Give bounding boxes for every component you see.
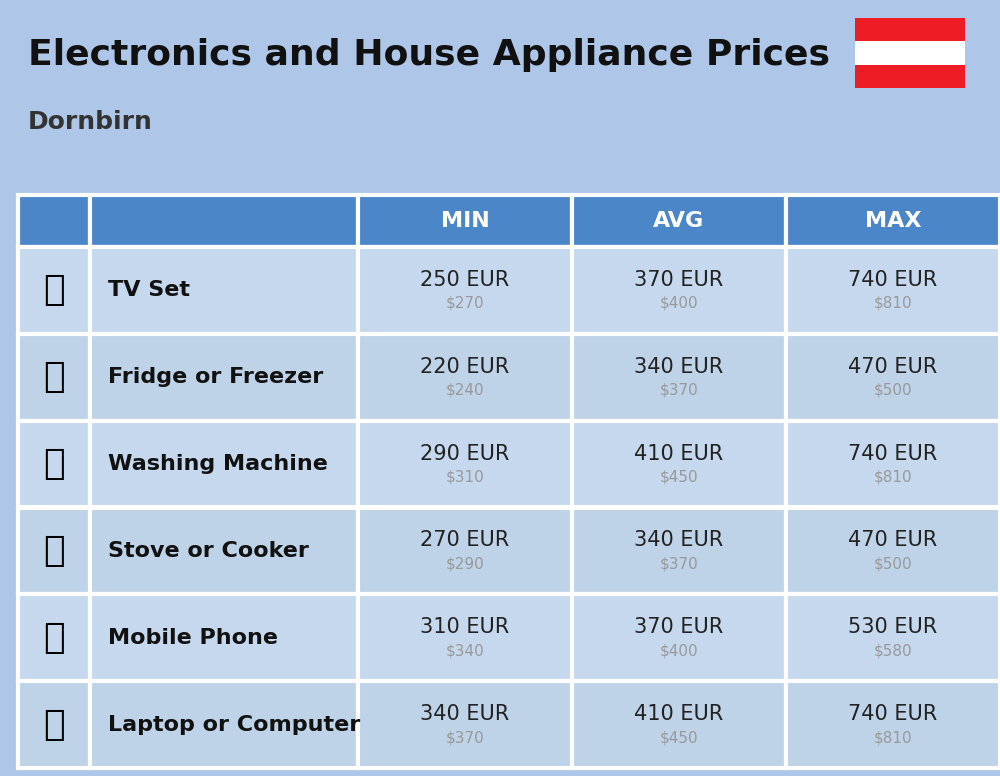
Text: 340 EUR: 340 EUR: [634, 357, 724, 377]
Text: 410 EUR: 410 EUR: [634, 704, 724, 724]
Text: 📺: 📺: [43, 273, 65, 307]
FancyBboxPatch shape: [786, 594, 1000, 681]
Text: Washing Machine: Washing Machine: [108, 454, 328, 474]
Text: $810: $810: [874, 296, 912, 311]
Text: 🌀: 🌀: [43, 447, 65, 481]
Text: 🔥: 🔥: [43, 534, 65, 568]
Text: $810: $810: [874, 469, 912, 484]
FancyBboxPatch shape: [90, 195, 358, 247]
FancyBboxPatch shape: [358, 508, 572, 594]
FancyBboxPatch shape: [358, 334, 572, 421]
Text: 410 EUR: 410 EUR: [634, 444, 724, 464]
FancyBboxPatch shape: [18, 247, 90, 334]
FancyBboxPatch shape: [855, 41, 965, 64]
Text: 💻: 💻: [43, 708, 65, 742]
FancyBboxPatch shape: [358, 421, 572, 508]
FancyBboxPatch shape: [572, 594, 786, 681]
FancyBboxPatch shape: [572, 195, 786, 247]
Text: MIN: MIN: [441, 211, 489, 231]
FancyBboxPatch shape: [358, 247, 572, 334]
FancyBboxPatch shape: [90, 421, 358, 508]
Text: $240: $240: [446, 383, 484, 398]
Text: AVG: AVG: [653, 211, 705, 231]
Text: Fridge or Freezer: Fridge or Freezer: [108, 367, 323, 387]
Text: 🖨: 🖨: [43, 360, 65, 394]
FancyBboxPatch shape: [18, 508, 90, 594]
Text: 470 EUR: 470 EUR: [848, 357, 938, 377]
Text: 370 EUR: 370 EUR: [634, 618, 724, 637]
Text: $400: $400: [660, 296, 698, 311]
Text: Stove or Cooker: Stove or Cooker: [108, 541, 309, 561]
FancyBboxPatch shape: [786, 334, 1000, 421]
FancyBboxPatch shape: [855, 18, 965, 41]
FancyBboxPatch shape: [18, 594, 90, 681]
Text: 270 EUR: 270 EUR: [420, 531, 510, 550]
FancyBboxPatch shape: [572, 334, 786, 421]
FancyBboxPatch shape: [90, 247, 358, 334]
FancyBboxPatch shape: [18, 681, 90, 768]
FancyBboxPatch shape: [18, 334, 90, 421]
FancyBboxPatch shape: [90, 334, 358, 421]
Text: MAX: MAX: [865, 211, 921, 231]
Text: $500: $500: [874, 556, 912, 571]
Text: 470 EUR: 470 EUR: [848, 531, 938, 550]
Text: $370: $370: [446, 730, 484, 745]
Text: 740 EUR: 740 EUR: [848, 704, 938, 724]
Text: Electronics and House Appliance Prices: Electronics and House Appliance Prices: [28, 38, 830, 72]
Text: 250 EUR: 250 EUR: [420, 270, 510, 290]
FancyBboxPatch shape: [358, 195, 572, 247]
FancyBboxPatch shape: [18, 195, 90, 247]
Text: $270: $270: [446, 296, 484, 311]
Text: Laptop or Computer: Laptop or Computer: [108, 715, 360, 735]
Text: 740 EUR: 740 EUR: [848, 270, 938, 290]
FancyBboxPatch shape: [855, 64, 965, 88]
Text: $340: $340: [446, 643, 484, 658]
FancyBboxPatch shape: [90, 508, 358, 594]
FancyBboxPatch shape: [18, 421, 90, 508]
FancyBboxPatch shape: [358, 594, 572, 681]
Text: $370: $370: [660, 556, 698, 571]
Text: 340 EUR: 340 EUR: [420, 704, 510, 724]
Text: TV Set: TV Set: [108, 280, 190, 300]
Text: $310: $310: [446, 469, 484, 484]
Text: Mobile Phone: Mobile Phone: [108, 628, 278, 648]
Text: 220 EUR: 220 EUR: [420, 357, 510, 377]
FancyBboxPatch shape: [572, 508, 786, 594]
Text: $500: $500: [874, 383, 912, 398]
FancyBboxPatch shape: [572, 421, 786, 508]
Text: $400: $400: [660, 643, 698, 658]
FancyBboxPatch shape: [572, 681, 786, 768]
Text: 290 EUR: 290 EUR: [420, 444, 510, 464]
FancyBboxPatch shape: [786, 681, 1000, 768]
Text: 340 EUR: 340 EUR: [634, 531, 724, 550]
FancyBboxPatch shape: [786, 247, 1000, 334]
Text: 370 EUR: 370 EUR: [634, 270, 724, 290]
Text: 310 EUR: 310 EUR: [420, 618, 510, 637]
Text: 📱: 📱: [43, 621, 65, 655]
Text: 530 EUR: 530 EUR: [848, 618, 938, 637]
Text: $810: $810: [874, 730, 912, 745]
Text: $290: $290: [446, 556, 484, 571]
FancyBboxPatch shape: [572, 247, 786, 334]
Text: $370: $370: [660, 383, 698, 398]
Text: $450: $450: [660, 730, 698, 745]
Text: Dornbirn: Dornbirn: [28, 110, 153, 134]
FancyBboxPatch shape: [786, 421, 1000, 508]
Text: $580: $580: [874, 643, 912, 658]
Text: 740 EUR: 740 EUR: [848, 444, 938, 464]
FancyBboxPatch shape: [90, 681, 358, 768]
FancyBboxPatch shape: [786, 508, 1000, 594]
FancyBboxPatch shape: [90, 594, 358, 681]
Text: $450: $450: [660, 469, 698, 484]
FancyBboxPatch shape: [358, 681, 572, 768]
FancyBboxPatch shape: [786, 195, 1000, 247]
